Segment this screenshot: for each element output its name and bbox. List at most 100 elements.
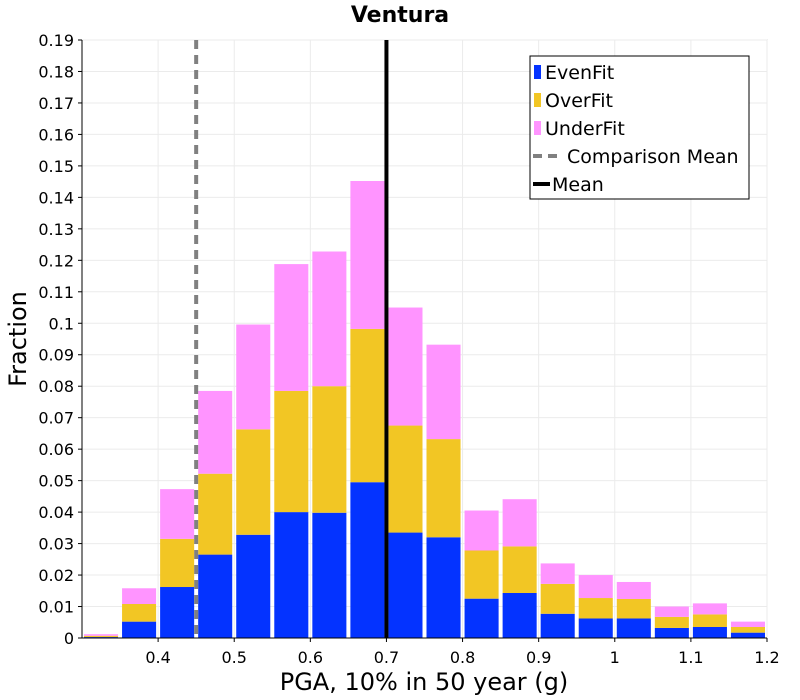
bar-overfit (388, 425, 423, 533)
bar-evenfit (540, 613, 575, 638)
bar-underfit (350, 181, 385, 329)
bar-evenfit (464, 598, 499, 638)
x-tick-label: 0.8 (450, 648, 475, 667)
x-axis-ticks: 0.4 0.5 0.6 0.7 0.8 0.9 1 1.1 1.2 (82, 637, 780, 667)
bar-overfit (616, 598, 651, 619)
bar-underfit (540, 563, 575, 584)
bar-underfit (654, 606, 689, 617)
bar-overfit (540, 583, 575, 614)
y-tick-label: 0.19 (38, 31, 74, 50)
bar-underfit (160, 489, 195, 539)
bar-underfit (692, 603, 727, 615)
bar-evenfit (730, 632, 765, 638)
bar-underfit (730, 621, 765, 627)
x-axis-label: PGA, 10% in 50 year (g) (280, 668, 569, 696)
x-tick-label: 0.7 (374, 648, 399, 667)
y-tick-label: 0.16 (38, 125, 74, 144)
bar-underfit (312, 251, 347, 387)
bar-overfit (350, 328, 385, 483)
bar-overfit (122, 604, 157, 622)
legend-label: OverFit (545, 90, 613, 112)
y-tick-label: 0.15 (38, 157, 74, 176)
bar-overfit (692, 614, 727, 627)
legend-label: Mean (552, 174, 604, 196)
bar-underfit (198, 390, 233, 474)
y-axis-ticks: 0 0.01 0.02 0.03 0.04 0.05 0.06 0.07 0.08 0.09 0.1… (38, 31, 83, 648)
x-tick-label: 0.9 (526, 648, 551, 667)
legend-label: UnderFit (545, 118, 625, 140)
x-tick-label: 0.6 (298, 648, 323, 667)
y-tick-label: 0.03 (38, 535, 74, 554)
bars (84, 181, 765, 638)
bar-overfit (502, 546, 537, 593)
bar-overfit (426, 439, 461, 538)
bar-overfit (84, 635, 119, 638)
bar-evenfit (160, 587, 195, 638)
y-tick-label: 0 (64, 629, 74, 648)
y-tick-label: 0.01 (38, 598, 74, 617)
bar-evenfit (388, 532, 423, 638)
y-tick-label: 0.1 (49, 314, 74, 333)
bar-underfit (426, 344, 461, 440)
bar-overfit (578, 598, 613, 619)
bar-overfit (730, 626, 765, 633)
bar-evenfit (198, 554, 233, 638)
y-tick-label: 0.06 (38, 440, 74, 459)
bar-evenfit (236, 534, 271, 638)
bar-evenfit (122, 621, 157, 638)
reference-lines (194, 40, 389, 638)
y-tick-label: 0.11 (38, 283, 74, 302)
y-tick-label: 0.05 (38, 472, 74, 491)
bar-underfit (122, 588, 157, 605)
y-axis-label: Fraction (4, 291, 32, 387)
bar-evenfit (274, 512, 309, 638)
bar-underfit (464, 510, 499, 551)
bar-evenfit (426, 537, 461, 638)
y-tick-label: 0.04 (38, 503, 74, 522)
legend-label: EvenFit (545, 62, 614, 84)
y-tick-label: 0.07 (38, 409, 74, 428)
legend-box (529, 55, 750, 200)
bar-evenfit (350, 482, 385, 638)
legend-swatch-underfit (534, 121, 541, 135)
y-tick-label: 0.09 (38, 346, 74, 365)
bar-underfit (388, 307, 423, 426)
bar-underfit (274, 264, 309, 391)
legend-label: Comparison Mean (567, 146, 739, 168)
y-tick-label: 0.17 (38, 94, 74, 113)
bar-underfit (616, 581, 651, 599)
bar-overfit (464, 550, 499, 599)
bar-overfit (160, 538, 195, 588)
bar-underfit (578, 575, 613, 599)
y-tick-label: 0.02 (38, 566, 74, 585)
x-tick-label: 1.2 (754, 648, 779, 667)
y-tick-label: 0.14 (38, 188, 74, 207)
x-tick-label: 1 (610, 648, 620, 667)
bar-underfit (84, 634, 119, 636)
bar-overfit (312, 386, 347, 513)
bar-evenfit (616, 618, 651, 638)
bar-overfit (198, 473, 233, 555)
x-tick-label: 1.1 (678, 648, 703, 667)
chart-title: Ventura (351, 3, 449, 28)
bar-evenfit (692, 626, 727, 638)
bar-underfit (236, 324, 271, 430)
y-tick-label: 0.12 (38, 251, 74, 270)
bar-evenfit (312, 512, 347, 638)
bar-evenfit (502, 592, 537, 638)
y-tick-label: 0.18 (38, 62, 74, 81)
bar-evenfit (578, 618, 613, 638)
legend-swatch-overfit (534, 93, 541, 107)
bar-underfit (502, 499, 537, 547)
x-tick-label: 0.4 (145, 648, 170, 667)
y-tick-label: 0.08 (38, 377, 74, 396)
x-tick-label: 0.5 (221, 648, 246, 667)
bar-overfit (654, 616, 689, 628)
bar-overfit (236, 429, 271, 535)
bar-evenfit (654, 627, 689, 638)
bar-overfit (274, 390, 309, 513)
y-tick-label: 0.13 (38, 220, 74, 239)
legend-swatch-evenfit (534, 65, 541, 79)
legend: EvenFit OverFit UnderFit Comparison Mean Mea… (529, 55, 750, 200)
